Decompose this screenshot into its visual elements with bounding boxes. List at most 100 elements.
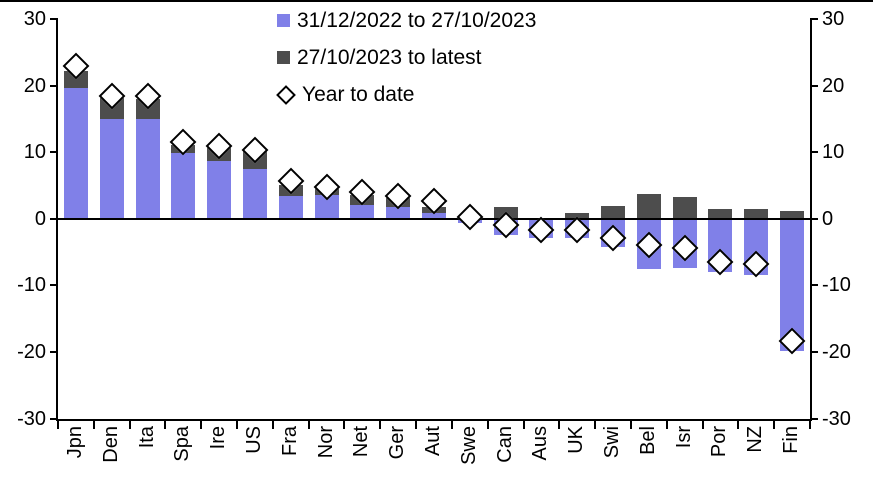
bar-segment-series1 bbox=[386, 206, 411, 219]
y-axis-tick-label-right: 20 bbox=[822, 74, 845, 97]
x-axis-category-label: US bbox=[242, 426, 265, 454]
y-axis-tick-label-left: 30 bbox=[23, 8, 46, 30]
x-axis-category-label: Ire bbox=[207, 426, 230, 450]
y-tick-right bbox=[810, 18, 818, 20]
y-axis-tick-label-right: 0 bbox=[822, 207, 834, 230]
y-axis-tick-label-right: -20 bbox=[822, 340, 851, 363]
bar-segment-series1 bbox=[278, 196, 303, 219]
bar-segment-series1 bbox=[135, 118, 160, 219]
x-category-tick bbox=[737, 418, 740, 429]
y-tick-left bbox=[50, 151, 58, 154]
bar-segment-series2 bbox=[601, 206, 626, 219]
bar-segment-series1 bbox=[207, 161, 232, 219]
x-axis-category-label: Fin bbox=[780, 426, 803, 454]
x-axis-category-label: Net bbox=[350, 426, 373, 458]
series2-swatch-icon bbox=[277, 51, 290, 64]
bar-segment-series2 bbox=[708, 209, 733, 219]
x-category-tick bbox=[450, 418, 453, 429]
legend-label-markers: Year to date bbox=[302, 83, 415, 106]
series1-swatch-icon bbox=[277, 14, 290, 27]
x-category-tick bbox=[665, 418, 668, 429]
y-tick-right bbox=[810, 284, 818, 287]
y-tick-right bbox=[810, 151, 818, 154]
y-axis-tick-label-left: 10 bbox=[23, 141, 46, 164]
x-axis-category-label: Aus bbox=[529, 426, 552, 461]
x-category-tick bbox=[57, 418, 59, 429]
x-category-tick bbox=[92, 418, 95, 429]
y-tick-left bbox=[50, 217, 58, 220]
bar-segment-series2 bbox=[780, 211, 805, 219]
x-axis-category-label: Den bbox=[99, 426, 122, 463]
x-category-tick bbox=[773, 418, 776, 429]
x-category-tick bbox=[379, 418, 382, 429]
bar-segment-series2 bbox=[744, 208, 769, 219]
x-category-tick bbox=[343, 418, 346, 429]
x-axis-category-label: Swe bbox=[457, 426, 480, 465]
bar-segment-series1 bbox=[63, 87, 88, 219]
y-axis-tick-label-right: -30 bbox=[822, 407, 851, 430]
y-tick-left bbox=[50, 417, 58, 420]
x-axis-category-label: Ita bbox=[135, 426, 158, 449]
x-category-tick bbox=[128, 418, 131, 429]
legend-label-series2: 27/10/2023 to latest bbox=[297, 46, 482, 69]
x-category-tick bbox=[558, 418, 561, 429]
y-axis-tick-label-left: -30 bbox=[17, 407, 46, 430]
x-axis-category-label: Spa bbox=[171, 426, 194, 462]
x-axis-category-label: Ger bbox=[386, 426, 409, 460]
x-axis-category-label: Jpn bbox=[63, 426, 86, 459]
x-axis-category-label: Isr bbox=[672, 426, 695, 449]
x-category-tick bbox=[200, 418, 203, 429]
bar-segment-series1 bbox=[422, 213, 446, 219]
x-axis-bottom bbox=[56, 418, 812, 421]
bar-segment-series2 bbox=[565, 213, 590, 219]
bar-segment-series1 bbox=[242, 168, 267, 219]
y-tick-right bbox=[810, 350, 818, 353]
bar-segment-series1 bbox=[314, 194, 339, 219]
legend-label-series1: 31/12/2022 to 27/10/2023 bbox=[297, 9, 537, 32]
x-category-tick bbox=[236, 418, 239, 429]
x-axis-category-label: Swi bbox=[601, 426, 624, 459]
bar-segment-series1 bbox=[350, 204, 375, 219]
x-axis-category-label: Aut bbox=[422, 426, 444, 457]
x-category-tick bbox=[522, 418, 525, 429]
zero-line bbox=[56, 217, 812, 220]
y-tick-left bbox=[50, 284, 58, 287]
diamond-swatch-icon bbox=[276, 84, 296, 105]
y-tick-right bbox=[810, 84, 818, 87]
y-axis-tick-label-left: 0 bbox=[34, 207, 46, 230]
y-axis-tick-label-right: -10 bbox=[822, 274, 851, 297]
x-axis-category-label: NZ bbox=[744, 426, 767, 453]
x-category-tick bbox=[164, 418, 167, 429]
x-axis-category-label: Fra bbox=[278, 426, 301, 456]
x-axis-category-label: Nor bbox=[314, 426, 337, 459]
y-tick-right bbox=[810, 217, 818, 220]
x-category-tick bbox=[629, 418, 632, 429]
y-axis-tick-label-left: -10 bbox=[17, 274, 46, 297]
x-category-tick bbox=[271, 418, 274, 429]
x-category-tick bbox=[701, 418, 704, 429]
bar-segment-series2 bbox=[636, 194, 661, 219]
y-axis-tick-label-right: 30 bbox=[822, 8, 845, 30]
ytd-diamond-marker bbox=[456, 203, 484, 231]
y-tick-left bbox=[50, 84, 58, 87]
legend-item-markers: Year to date bbox=[276, 81, 536, 108]
bar-segment-series1 bbox=[99, 118, 124, 219]
x-axis-category-label: Bel bbox=[636, 426, 659, 455]
x-axis-category-label: Por bbox=[708, 426, 731, 458]
legend-item-series1: 31/12/2022 to 27/10/2023 bbox=[277, 7, 536, 34]
bar-segment-series2 bbox=[672, 196, 697, 219]
x-category-tick bbox=[307, 418, 310, 429]
y-axis-tick-label-left: -20 bbox=[17, 340, 46, 363]
legend-item-series2: 27/10/2023 to latest bbox=[277, 44, 536, 71]
y-tick-left bbox=[50, 18, 58, 20]
x-category-tick bbox=[415, 418, 418, 429]
y-tick-left bbox=[50, 350, 58, 353]
y-axis-tick-label-right: 10 bbox=[822, 141, 845, 164]
x-category-tick bbox=[486, 418, 489, 429]
x-category-tick bbox=[594, 418, 597, 429]
y-axis-tick-label-left: 20 bbox=[23, 74, 46, 97]
x-axis-category-label: Can bbox=[493, 426, 516, 463]
legend: 31/12/2022 to 27/10/2023 27/10/2023 to l… bbox=[276, 7, 536, 118]
x-category-tick bbox=[809, 418, 811, 429]
